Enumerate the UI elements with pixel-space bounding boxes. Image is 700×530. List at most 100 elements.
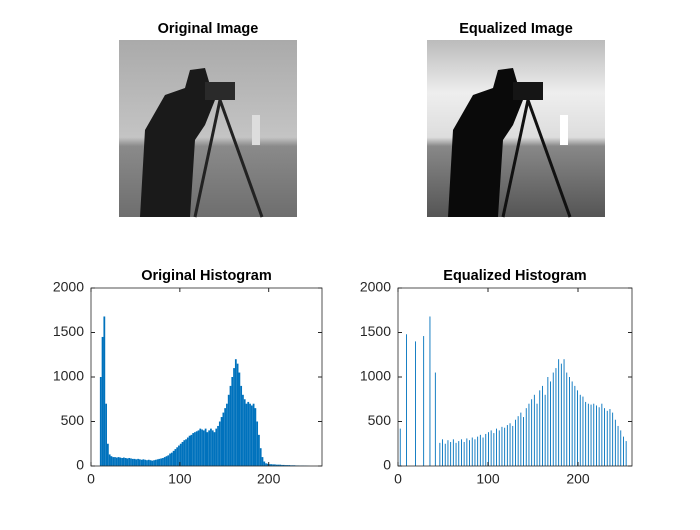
bar [246, 404, 248, 466]
bar [531, 399, 532, 466]
bar [148, 460, 150, 466]
bar [445, 444, 446, 466]
bar [219, 422, 221, 467]
bar [182, 442, 184, 466]
bar [539, 390, 540, 466]
bar [159, 459, 161, 466]
bar [623, 437, 624, 466]
bar [553, 373, 554, 466]
bar [119, 458, 121, 466]
bar [176, 447, 178, 466]
bar [529, 404, 530, 466]
bar [518, 416, 519, 466]
bar [132, 459, 134, 466]
bar [556, 368, 557, 466]
bar [504, 428, 505, 466]
bar [189, 436, 191, 466]
bar [469, 440, 470, 466]
bar [103, 316, 105, 466]
bar [604, 408, 605, 466]
bar [116, 458, 118, 466]
y-tick-label: 0 [383, 457, 391, 473]
x-tick-label: 0 [394, 471, 402, 487]
bar [466, 438, 467, 466]
bar [226, 404, 228, 466]
bar [187, 438, 189, 466]
bar [534, 395, 535, 466]
bar [128, 458, 130, 466]
bar [400, 429, 401, 466]
bar [260, 448, 262, 466]
bar [464, 442, 465, 466]
bar [162, 458, 164, 466]
bar [215, 429, 217, 466]
bar [439, 443, 440, 466]
bar [545, 395, 546, 466]
bar [485, 434, 486, 466]
bar [430, 316, 431, 466]
bar [515, 420, 516, 466]
bar [105, 404, 107, 466]
bar [493, 433, 494, 466]
x-tick-label: 200 [257, 471, 281, 487]
bar [100, 377, 102, 466]
bar [615, 420, 616, 466]
bar [254, 408, 256, 466]
bar [185, 439, 187, 466]
y-tick-label: 1000 [53, 368, 84, 384]
chart-title: Original Histogram [141, 268, 272, 284]
image-title: Equalized Image [459, 21, 573, 37]
bar [221, 417, 223, 466]
image-title: Original Image [158, 21, 259, 37]
bar [477, 437, 478, 466]
bar [127, 458, 129, 466]
y-tick-label: 2000 [53, 279, 84, 295]
bar [262, 457, 264, 466]
bar [249, 404, 251, 466]
bar [577, 390, 578, 466]
bar [472, 438, 473, 466]
bar [415, 341, 416, 466]
bar [256, 422, 258, 467]
bar [610, 409, 611, 466]
bar [155, 460, 157, 466]
bar [480, 435, 481, 466]
bar [111, 456, 113, 466]
bar [157, 459, 159, 466]
bar [496, 429, 497, 466]
bar [224, 408, 226, 466]
bar [247, 402, 249, 466]
bar [141, 460, 143, 466]
bar [112, 457, 114, 466]
bar [208, 430, 210, 466]
bar [550, 381, 551, 466]
bar [109, 454, 111, 466]
bar [173, 451, 175, 466]
bar [499, 430, 500, 466]
bar [253, 404, 255, 466]
bar [150, 460, 152, 466]
bar [510, 423, 511, 466]
bar [233, 368, 235, 466]
x-tick-label: 100 [476, 471, 500, 487]
bar [488, 432, 489, 466]
bar [151, 461, 153, 466]
bar [169, 454, 171, 466]
bar [196, 431, 198, 466]
bar [626, 441, 627, 466]
bar [564, 359, 565, 466]
bar [171, 453, 173, 466]
bar [139, 459, 141, 466]
bar [240, 386, 242, 466]
bar [591, 405, 592, 466]
bar [569, 377, 570, 466]
bar [523, 417, 524, 466]
bar [502, 427, 503, 466]
bar [134, 459, 136, 466]
bar [191, 435, 193, 466]
bar [207, 432, 209, 466]
bar [558, 359, 559, 466]
bar [507, 425, 508, 466]
bar [164, 457, 166, 466]
